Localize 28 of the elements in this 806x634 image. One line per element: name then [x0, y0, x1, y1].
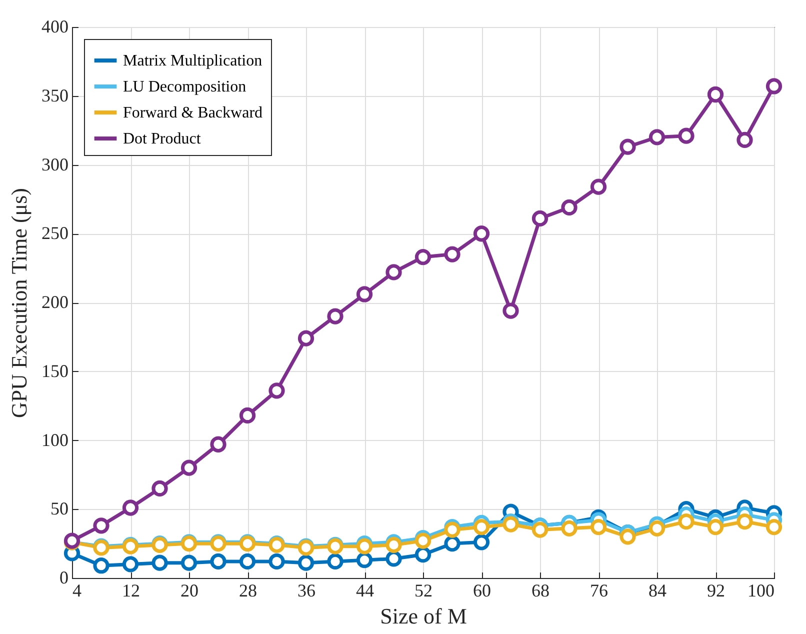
legend-label: LU Decomposition [123, 78, 246, 96]
y-tick-label: 400 [42, 16, 68, 36]
y-axis-title: GPU Execution Time (μs) [6, 188, 32, 418]
legend-label: Dot Product [123, 130, 202, 148]
y-tick-label: 200 [42, 292, 68, 312]
y-tick-label: 50 [50, 498, 68, 519]
x-tick-label: 92 [707, 580, 725, 600]
legend-label: Matrix Multiplication [123, 52, 262, 70]
x-tick-label: 28 [239, 580, 257, 600]
x-tick-label: 36 [298, 580, 316, 600]
x-tick-label: 4 [72, 580, 82, 600]
x-tick-label: 12 [122, 580, 140, 600]
y-tick-label: 150 [42, 360, 68, 381]
x-tick-label: 52 [414, 580, 432, 600]
x-axis-title: Size of M [380, 604, 467, 628]
y-tick-label: 300 [42, 154, 68, 174]
x-tick-label: 100 [748, 580, 774, 600]
y-tick-label: 250 [42, 223, 68, 244]
x-tick-label: 76 [590, 580, 608, 600]
x-tick-label: 60 [473, 580, 491, 600]
y-tick-label: 100 [42, 430, 68, 450]
x-tick-label: 44 [356, 580, 374, 600]
legend-label: Forward & Backward [123, 104, 263, 122]
y-tick-label: 350 [42, 85, 68, 106]
x-tick-label: 68 [532, 580, 550, 600]
x-tick-label: 84 [648, 580, 666, 600]
y-tick-label: 0 [60, 568, 68, 588]
x-tick-label: 20 [180, 580, 198, 600]
